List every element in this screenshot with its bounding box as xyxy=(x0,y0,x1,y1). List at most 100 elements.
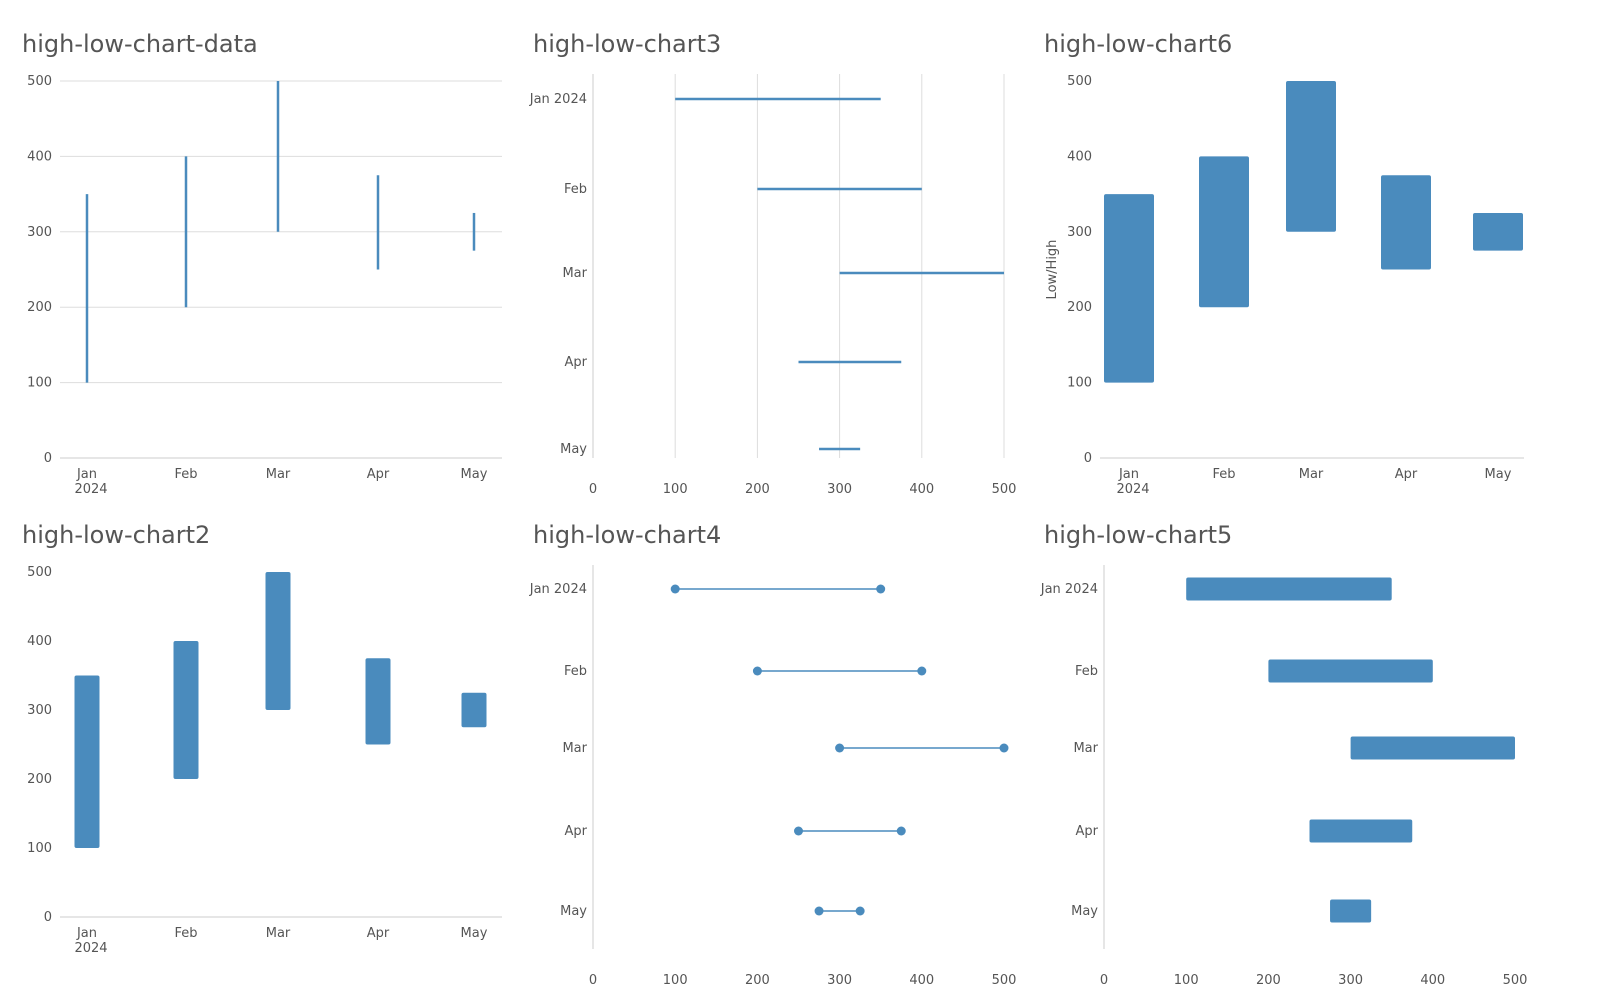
value-tick-label: 300 xyxy=(1067,225,1092,240)
value-tick-label: 500 xyxy=(27,74,52,89)
category-tick-label: Apr xyxy=(1076,824,1099,839)
category-tick-label: May xyxy=(560,904,587,919)
category-tick-sublabel: 2024 xyxy=(74,941,107,956)
value-tick-label: 400 xyxy=(1067,149,1092,164)
category-tick-label: Feb xyxy=(564,182,587,197)
low-point-feb xyxy=(752,666,762,676)
high-point-apr xyxy=(896,826,906,836)
value-tick-label: 100 xyxy=(663,973,688,988)
high-low-bar-feb xyxy=(1199,156,1249,308)
category-tick-label: Mar xyxy=(1299,467,1324,482)
value-tick-label: 300 xyxy=(827,482,852,497)
high-low-bar-may xyxy=(461,692,487,728)
chart-title: high-low-chart4 xyxy=(533,521,722,549)
chart-title: high-low-chart2 xyxy=(22,521,211,549)
category-tick-label: Feb xyxy=(1212,467,1235,482)
high-low-bar-may xyxy=(1473,212,1523,251)
value-tick-label: 300 xyxy=(1338,973,1363,988)
high-low-bar-jan xyxy=(74,675,100,848)
category-tick-label: May xyxy=(461,926,488,941)
value-tick-label: 0 xyxy=(589,973,597,988)
value-tick-label: 100 xyxy=(1174,973,1199,988)
chart-svg: 0 100 200 300 400 500 Jan Feb Mar Apr May 2024 xyxy=(27,74,502,497)
chart-svg: 0 100 200 300 400 500 Jan 2024 Feb Mar Apr May xyxy=(1040,565,1527,988)
low-point-apr xyxy=(794,826,803,836)
value-tick-label: 0 xyxy=(44,451,52,466)
value-tick-label: 0 xyxy=(1100,973,1108,988)
value-tick-label: 400 xyxy=(27,634,52,649)
value-tick-label: 500 xyxy=(27,565,52,580)
value-tick-label: 200 xyxy=(1067,300,1092,315)
high-low-bar-feb xyxy=(173,641,199,779)
high-low-bar-jan xyxy=(1104,194,1154,383)
category-tick-label: May xyxy=(560,442,587,457)
chart-title: high-low-chart-data xyxy=(22,30,258,58)
chart-svg: 0 100 200 300 400 500 Jan Feb Mar Apr May 2024 xyxy=(27,565,502,956)
category-tick-label: Jan 2024 xyxy=(529,92,587,107)
high-low-bar-apr xyxy=(1309,819,1413,843)
chart-svg: 0 100 200 300 400 500 Jan 2024 Feb Mar Apr May xyxy=(529,74,1016,497)
category-tick-label: Feb xyxy=(174,467,197,482)
high-low-bar-mar xyxy=(265,572,291,710)
category-tick-label: Feb xyxy=(564,664,587,679)
value-tick-label: 300 xyxy=(827,973,852,988)
category-tick-label: May xyxy=(461,467,488,482)
category-tick-label: Apr xyxy=(367,926,390,941)
chart-title: high-low-chart3 xyxy=(533,30,722,58)
chart-svg: 0 100 200 300 400 500 Jan 2024 Feb Mar Apr May xyxy=(529,565,1016,988)
category-tick-label: Jan xyxy=(76,467,97,482)
value-tick-label: 0 xyxy=(589,482,597,497)
category-tick-label: Feb xyxy=(174,926,197,941)
category-tick-label: Apr xyxy=(367,467,390,482)
value-tick-label: 300 xyxy=(27,225,52,240)
category-tick-sublabel: 2024 xyxy=(74,482,107,497)
category-tick-label: Mar xyxy=(1073,741,1098,756)
category-tick-label: May xyxy=(1071,904,1098,919)
category-tick-label: Mar xyxy=(266,467,291,482)
low-point-jan-2024 xyxy=(670,584,680,594)
value-tick-label: 200 xyxy=(745,482,770,497)
chart-panel-high-low-chart5: high-low-chart5 0 100 200 300 400 500 Jan 2024… xyxy=(1022,491,1542,988)
chart-title: high-low-chart5 xyxy=(1044,521,1233,549)
value-tick-label: 500 xyxy=(992,482,1017,497)
value-tick-label: 300 xyxy=(27,703,52,718)
chart-panel-high-low-chart3: high-low-chart3 0 100 200 300 400 500 Jan 2024… xyxy=(511,0,1031,497)
high-low-bar-jan-2024 xyxy=(1186,577,1392,601)
value-tick-label: 100 xyxy=(27,841,52,856)
high-point-feb xyxy=(917,666,927,676)
category-tick-label: Jan xyxy=(1118,467,1139,482)
y-axis-title: Low/High xyxy=(1045,240,1060,300)
chart-panel-high-low-chart6: high-low-chart6 0 100 200 300 400 500 Jan Feb Ma… xyxy=(1022,0,1542,497)
category-tick-label: Apr xyxy=(565,355,588,370)
high-point-jan-2024 xyxy=(876,584,886,594)
low-point-may xyxy=(814,906,824,916)
chart-panel-high-low-chart-data: high-low-chart-data 0 100 200 300 400 500 Jan F… xyxy=(0,0,520,497)
chart-panel-high-low-chart4: high-low-chart4 0 100 200 300 400 500 Jan 2024… xyxy=(511,491,1031,988)
value-tick-label: 200 xyxy=(27,300,52,315)
value-tick-label: 100 xyxy=(1067,376,1092,391)
value-tick-label: 200 xyxy=(1256,973,1281,988)
chart-panel-high-low-chart2: high-low-chart2 0 100 200 300 400 500 Jan Feb Ma… xyxy=(0,491,520,971)
low-point-mar xyxy=(835,743,845,753)
category-tick-label: Jan xyxy=(76,926,97,941)
value-tick-label: 500 xyxy=(992,973,1017,988)
category-tick-label: May xyxy=(1485,467,1512,482)
value-tick-label: 100 xyxy=(27,376,52,391)
category-tick-label: Mar xyxy=(562,266,587,281)
value-tick-label: 0 xyxy=(44,910,52,925)
high-low-bar-mar xyxy=(1286,81,1336,232)
category-tick-label: Jan 2024 xyxy=(1040,582,1098,597)
value-tick-label: 400 xyxy=(909,482,934,497)
high-low-bar-mar xyxy=(1350,736,1515,760)
category-tick-label: Apr xyxy=(565,824,588,839)
value-tick-label: 400 xyxy=(1420,973,1445,988)
high-low-bar-may xyxy=(1330,899,1372,923)
value-tick-label: 400 xyxy=(27,149,52,164)
category-tick-label: Feb xyxy=(1075,664,1098,679)
category-tick-label: Mar xyxy=(562,741,587,756)
category-tick-label: Apr xyxy=(1395,467,1418,482)
chart-svg: 0 100 200 300 400 500 Jan Feb Mar Apr May 2024 Low/H… xyxy=(1045,74,1524,497)
value-tick-label: 500 xyxy=(1503,973,1528,988)
value-tick-label: 400 xyxy=(909,973,934,988)
high-point-may xyxy=(855,906,865,916)
